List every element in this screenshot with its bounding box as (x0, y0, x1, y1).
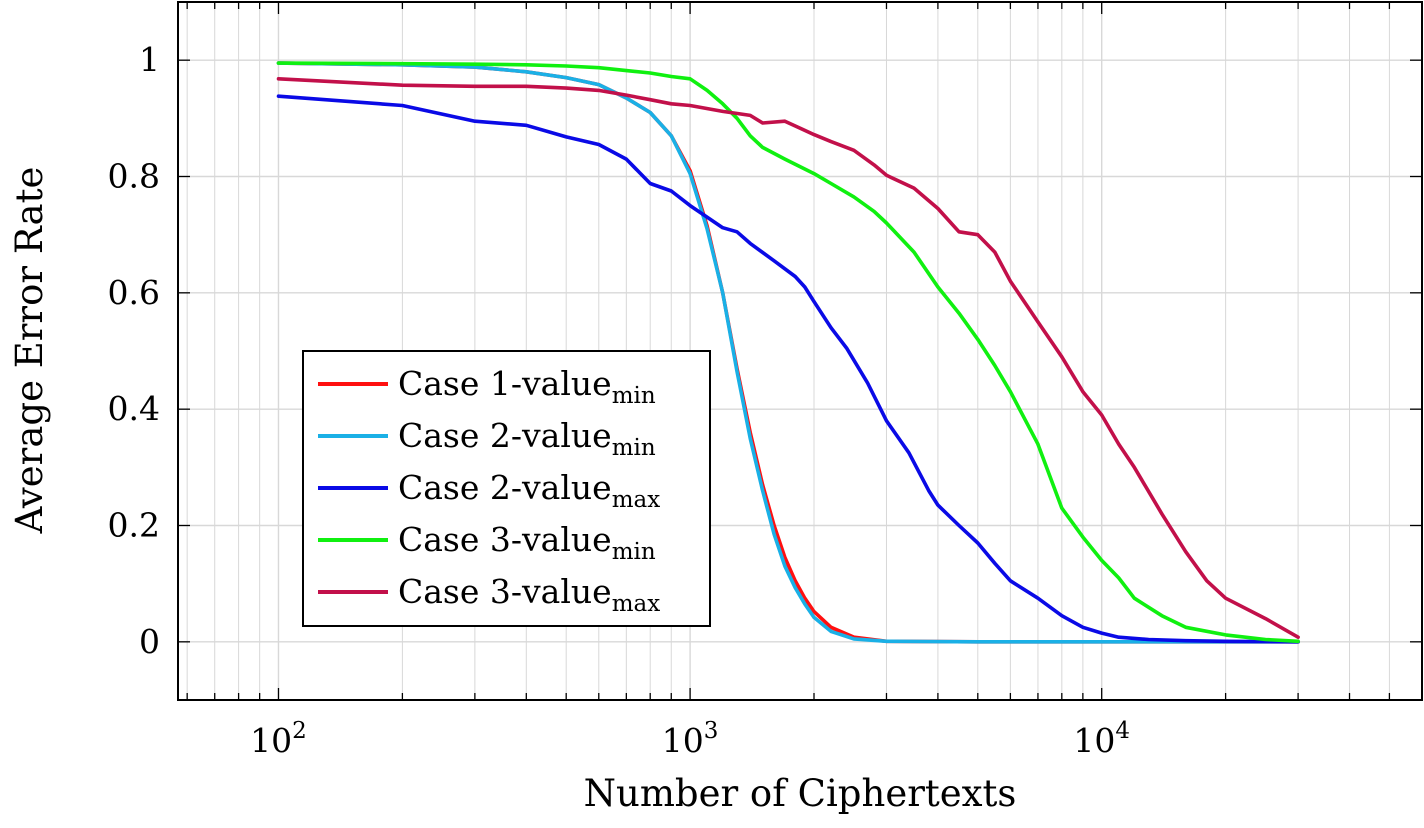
x-tick-label: 103 (662, 718, 719, 760)
x-tick-base: 10 (1073, 721, 1115, 760)
series-layer (276, 61, 1300, 644)
legend-label: Case 2-valuemax (398, 468, 660, 513)
y-tick-label: 0 (139, 622, 160, 661)
legend-series-name: Case 1-value (398, 364, 612, 403)
plot-frame (177, 1, 1423, 701)
x-tick-label: 104 (1073, 718, 1130, 760)
legend-box (302, 350, 711, 627)
legend-series-subscript: min (612, 435, 656, 461)
y-tick-label: 0.6 (108, 273, 160, 312)
legend-series-subscript: min (612, 539, 656, 565)
legend-series-name: Case 3-value (398, 520, 612, 559)
x-tick-base: 10 (662, 721, 704, 760)
series-line-5 (276, 77, 1300, 640)
legend-label: Case 2-valuemin (398, 416, 656, 461)
series-line-3 (276, 94, 1300, 644)
legend-label: Case 1-valuemin (398, 364, 656, 409)
y-tick-label: 0.2 (108, 506, 160, 545)
x-tick-exponent: 3 (704, 718, 719, 744)
legend-series-subscript: max (612, 591, 661, 617)
x-tick-label: 102 (250, 718, 307, 760)
legend-series-subscript: min (612, 383, 656, 409)
legend-series-name: Case 3-value (398, 572, 612, 611)
y-tick-label: 0.4 (108, 389, 160, 428)
x-tick-exponent: 2 (292, 718, 307, 744)
x-tick-base: 10 (250, 721, 292, 760)
legend-label: Case 3-valuemax (398, 572, 660, 617)
legend-series-name: Case 2-value (398, 468, 612, 507)
legend-label: Case 3-valuemin (398, 520, 656, 565)
legend-series-subscript: max (612, 487, 661, 513)
y-tick-label: 1 (139, 40, 160, 79)
x-tick-exponent: 4 (1115, 718, 1130, 744)
series-line-4 (276, 61, 1300, 644)
x-axis-label: Number of Ciphertexts (584, 772, 1017, 815)
legend-series-name: Case 2-value (398, 416, 612, 455)
series-line-2 (276, 61, 1300, 644)
y-tick-label: 0.8 (108, 157, 160, 196)
y-axis-label: Average Error Rate (8, 167, 51, 535)
